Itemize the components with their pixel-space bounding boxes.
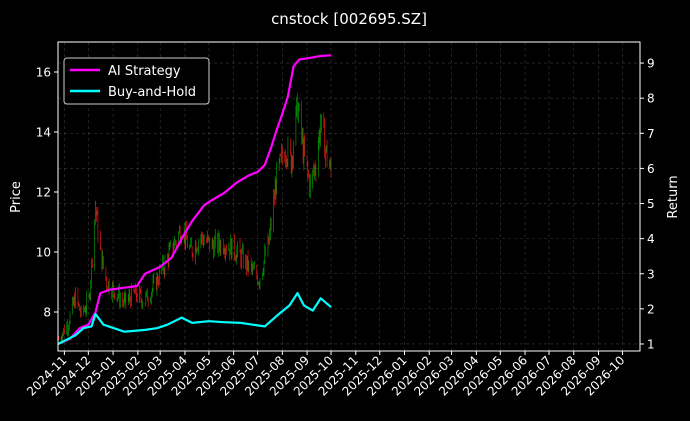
y-left-tick-label: 12	[36, 186, 51, 200]
y-left-tick-label: 10	[36, 246, 51, 260]
ai-strategy-line	[57, 54, 332, 346]
y-right-tick-label: 5	[647, 197, 655, 211]
y-right-tick-label: 2	[647, 302, 655, 316]
y-axis-right: 1 2 3 4 5 6 7 8 9	[640, 57, 655, 351]
legend-label-bh: Buy-and-Hold	[108, 85, 196, 100]
legend-box	[63, 57, 210, 105]
y-right-tick-label: 8	[647, 92, 655, 106]
y-right-tick-label: 4	[647, 232, 655, 246]
y-right-tick-label: 1	[647, 337, 655, 351]
y-left-tick-label: 14	[36, 126, 51, 140]
y-axis-left: 8 10 12 14 16	[36, 66, 58, 320]
legend: AI Strategy Buy-and-Hold	[63, 57, 210, 105]
strategy-lines	[57, 54, 332, 346]
y-left-tick-label: 8	[43, 306, 51, 320]
chart-title: cnstock [002695.SZ]	[271, 10, 427, 28]
buy-and-hold-line	[57, 292, 332, 345]
plot-frame	[57, 41, 641, 352]
legend-label-ai: AI Strategy	[108, 64, 181, 79]
y-right-tick-label: 7	[647, 127, 655, 141]
y-right-tick-label: 9	[647, 57, 655, 71]
y-right-tick-label: 3	[647, 267, 655, 281]
y-axis-right-label: Return	[666, 175, 681, 218]
y-right-tick-label: 6	[647, 162, 655, 176]
y-axis-left-label: Price	[9, 181, 24, 213]
y-left-tick-label: 16	[36, 66, 51, 80]
